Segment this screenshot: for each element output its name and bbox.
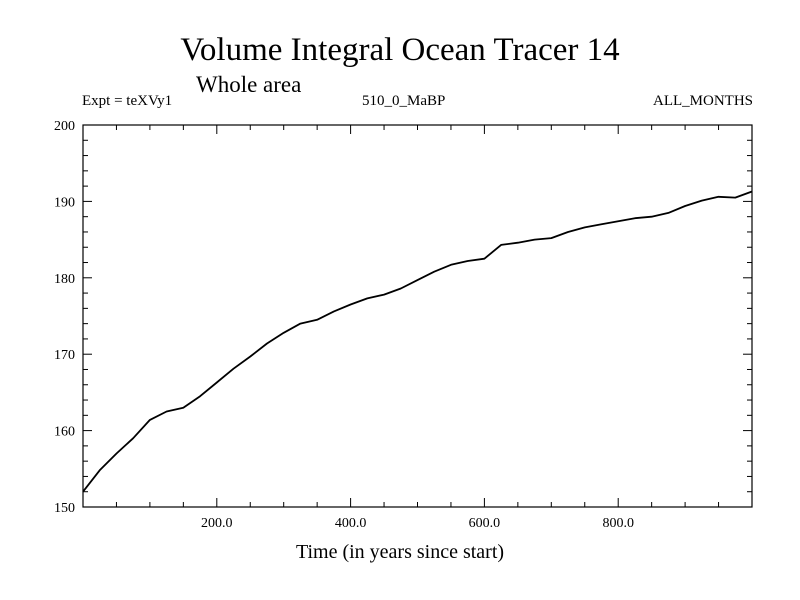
data-point	[617, 220, 619, 222]
data-point	[299, 323, 301, 325]
x-tick-label: 400.0	[335, 516, 367, 531]
data-point	[567, 231, 569, 233]
chart-title: Volume Integral Ocean Tracer 14	[180, 32, 620, 68]
data-point	[751, 190, 753, 192]
chart-subtitle: Whole area	[196, 72, 302, 97]
data-point	[383, 294, 385, 296]
data-point	[132, 437, 134, 439]
data-line	[82, 190, 753, 493]
data-point	[600, 223, 602, 225]
experiment-label: Expt = teXVy1	[82, 93, 173, 109]
data-point	[115, 453, 117, 455]
data-point	[82, 491, 84, 493]
data-point	[249, 355, 251, 357]
x-tick-label: 600.0	[469, 516, 501, 531]
plot-frame	[82, 124, 753, 508]
data-point	[182, 407, 184, 409]
period-label: 510_0_MaBP	[362, 93, 446, 109]
data-point	[350, 304, 352, 306]
data-point	[417, 279, 419, 281]
data-point	[283, 332, 285, 334]
data-point	[199, 395, 201, 397]
y-tick-label: 200	[54, 119, 75, 134]
y-tick-label: 150	[54, 501, 75, 516]
data-point	[266, 343, 268, 345]
data-point	[433, 271, 435, 273]
data-point	[718, 196, 720, 198]
data-point	[366, 297, 368, 299]
data-point	[216, 381, 218, 383]
data-point	[467, 260, 469, 262]
data-point	[316, 319, 318, 321]
y-tick-label: 160	[54, 425, 75, 440]
data-point	[634, 217, 636, 219]
data-point	[584, 226, 586, 228]
data-point	[701, 200, 703, 202]
y-tick-label: 190	[54, 195, 75, 210]
data-point	[333, 310, 335, 312]
months-label: ALL_MONTHS	[653, 93, 753, 109]
data-point	[550, 237, 552, 239]
data-point	[667, 212, 669, 214]
data-points	[82, 190, 753, 492]
minor-ticks	[83, 125, 752, 507]
data-point	[483, 258, 485, 260]
data-point	[500, 244, 502, 246]
data-point	[534, 239, 536, 241]
x-tick-label: 800.0	[602, 516, 634, 531]
data-point	[517, 242, 519, 244]
y-tick-label: 180	[54, 272, 75, 287]
y-tick-label: 170	[54, 348, 75, 363]
data-point	[684, 205, 686, 207]
major-ticks	[83, 125, 752, 507]
data-point	[400, 287, 402, 289]
data-point	[734, 197, 736, 199]
x-tick-label: 200.0	[201, 516, 233, 531]
data-point	[651, 216, 653, 218]
data-point	[149, 419, 151, 421]
data-point	[99, 469, 101, 471]
data-point	[166, 411, 168, 413]
tick-labels: 200.0 400.0 600.0 800.0 150 160 170 180 190 200	[54, 119, 634, 531]
x-axis-label: Time (in years since start)	[295, 541, 505, 563]
data-point	[450, 264, 452, 266]
data-point	[233, 368, 235, 370]
